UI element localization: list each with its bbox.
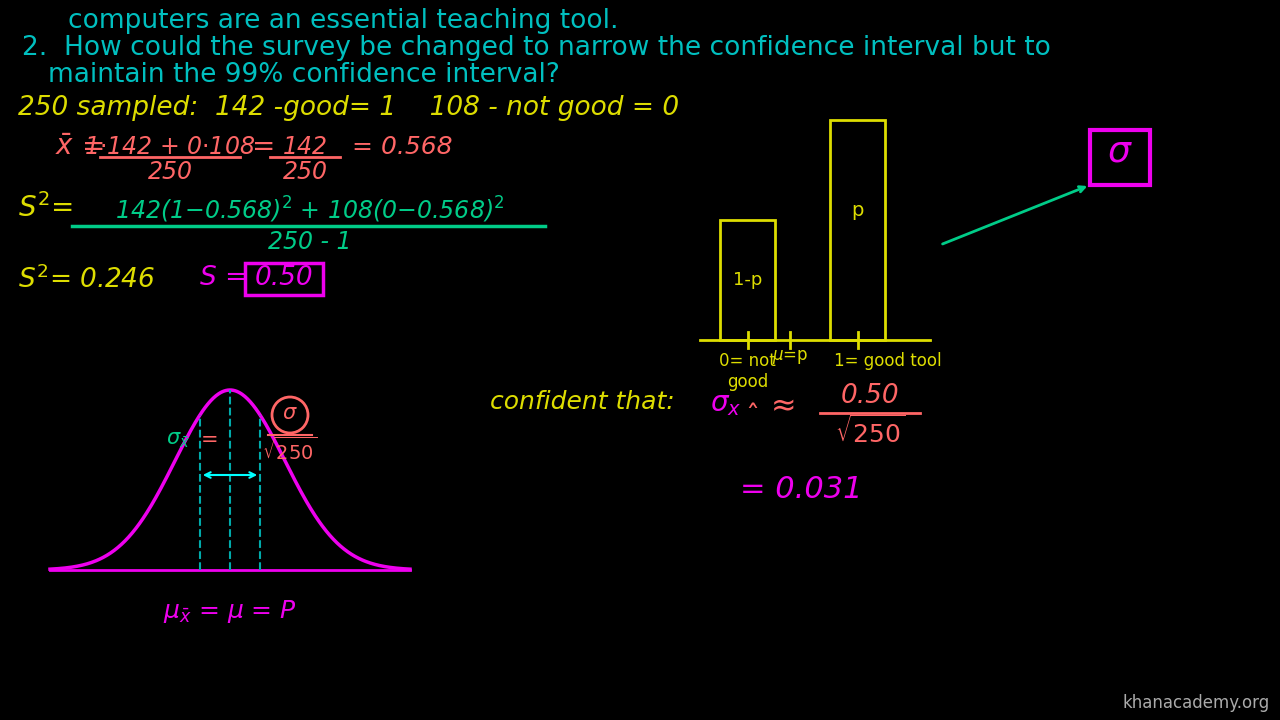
Text: khanacademy.org: khanacademy.org — [1123, 694, 1270, 712]
Text: 142: 142 — [283, 135, 328, 159]
Text: 0.50: 0.50 — [255, 265, 314, 291]
Text: maintain the 99% confidence interval?: maintain the 99% confidence interval? — [49, 62, 559, 88]
Text: 1= good tool: 1= good tool — [833, 352, 941, 370]
Text: =: = — [201, 430, 219, 450]
Text: p: p — [851, 200, 864, 220]
Text: $\mu_{\bar{x}}$ = $\mu$ = P: $\mu_{\bar{x}}$ = $\mu$ = P — [163, 598, 297, 625]
Text: 250: 250 — [147, 160, 192, 184]
Text: $\sigma$: $\sigma$ — [1107, 135, 1133, 169]
Bar — [1091, 130, 1149, 185]
Text: $\sigma_x$: $\sigma_x$ — [710, 390, 741, 418]
Text: $\sigma$: $\sigma$ — [282, 403, 298, 423]
Text: 142(1$-$0.568)$^2$ + 108(0$-$0.568)$^2$: 142(1$-$0.568)$^2$ + 108(0$-$0.568)$^2$ — [115, 195, 504, 225]
Bar — [829, 120, 884, 340]
Text: =: = — [252, 133, 275, 161]
Bar — [244, 263, 323, 295]
Text: =: = — [82, 133, 105, 161]
Text: $S^2$= 0.246: $S^2$= 0.246 — [18, 265, 155, 294]
Text: 1-p: 1-p — [733, 271, 762, 289]
Text: 250: 250 — [283, 160, 328, 184]
Text: 250 sampled:  142 -good= 1    108 - not good = 0: 250 sampled: 142 -good= 1 108 - not good… — [18, 95, 680, 121]
Text: S =: S = — [200, 265, 247, 291]
Text: $\sigma_{\bar{x}}$: $\sigma_{\bar{x}}$ — [166, 430, 189, 450]
Bar — [719, 220, 774, 340]
Text: 250 - 1: 250 - 1 — [269, 230, 352, 254]
Text: $\sqrt{250}$: $\sqrt{250}$ — [835, 415, 905, 448]
Text: $S^2$=: $S^2$= — [18, 193, 73, 223]
Text: $\bar{x}$: $\bar{x}$ — [55, 133, 74, 161]
Text: = 0.568: = 0.568 — [352, 135, 453, 159]
Text: 0= not
good: 0= not good — [719, 352, 776, 391]
Text: confident that:: confident that: — [490, 390, 675, 414]
Text: 0.50: 0.50 — [841, 383, 900, 409]
Text: $\mu$=p: $\mu$=p — [772, 348, 808, 366]
Text: 2.  How could the survey be changed to narrow the confidence interval but to: 2. How could the survey be changed to na… — [22, 35, 1051, 61]
Text: $\approx$: $\approx$ — [765, 390, 795, 419]
Text: $\hat{}$: $\hat{}$ — [748, 390, 759, 418]
Text: = 0.031: = 0.031 — [740, 475, 863, 504]
Text: computers are an essential teaching tool.: computers are an essential teaching tool… — [68, 8, 618, 34]
Text: 1$\cdot$142 + 0$\cdot$108: 1$\cdot$142 + 0$\cdot$108 — [84, 135, 256, 159]
Text: $\sqrt{250}$: $\sqrt{250}$ — [262, 437, 317, 464]
